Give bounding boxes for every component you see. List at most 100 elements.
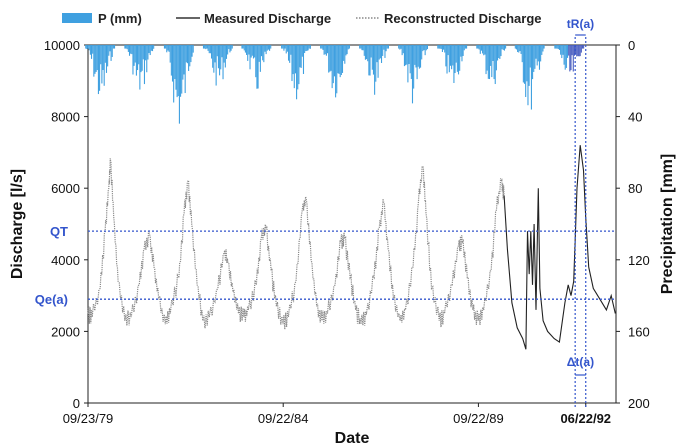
annotations: tR(a) Δt(a) [567, 17, 594, 407]
precipitation-bar [133, 45, 135, 66]
precipitation-bar [145, 45, 147, 61]
precipitation-bar [153, 45, 155, 49]
x-tick-label: 09/22/89 [453, 411, 504, 426]
precipitation-bar [556, 45, 558, 49]
left-y-ticks: 0 2000 4000 6000 8000 10000 [44, 38, 88, 411]
discharge-series [87, 145, 616, 350]
precipitation-bar [254, 45, 256, 58]
precipitation-bar [252, 45, 255, 59]
precipitation-bar [134, 45, 136, 63]
precipitation-bar [220, 45, 222, 70]
left-y-tick-label: 8000 [51, 110, 80, 125]
precipitation-bar [298, 45, 300, 85]
x-tick-label: 09/23/79 [63, 411, 114, 426]
precipitation-bar [292, 45, 294, 75]
precipitation-bar [464, 45, 466, 49]
precipitation-bar [185, 45, 187, 63]
precipitation-bar [490, 45, 492, 66]
reconstructed-discharge-line [87, 158, 505, 330]
precipitation-bar [105, 45, 108, 73]
right-y-tick-label: 80 [628, 181, 642, 196]
precipitation-bar [168, 45, 170, 52]
precipitation-bar [340, 45, 342, 76]
reference-line-label: QT [50, 224, 68, 239]
precipitation-bar [208, 45, 210, 54]
precipitation-bar [424, 45, 426, 56]
precipitation-bar [258, 45, 260, 62]
precipitation-bar [360, 45, 362, 49]
precipitation-bar [286, 45, 288, 52]
precipitation-bar [96, 45, 98, 71]
precipitation-bar [378, 45, 380, 60]
precipitation-bar [204, 45, 206, 49]
precipitation-bar [421, 45, 423, 60]
precipitation-bar [177, 45, 179, 96]
precipitation-bar [186, 45, 189, 64]
precipitation-bar [411, 45, 414, 104]
precipitation-bar [384, 45, 386, 58]
precipitation-bar [521, 45, 523, 63]
precipitation-bar [192, 45, 194, 53]
precipitation-bar [125, 45, 127, 49]
precipitation-bar [416, 45, 418, 80]
precipitation-bar [576, 45, 578, 57]
precipitation-bar [242, 45, 244, 49]
precipitation-bar [207, 45, 209, 51]
precipitation-bar [486, 45, 488, 71]
precipitation-bar [581, 45, 584, 49]
precipitation-bar [557, 45, 559, 50]
precipitation-bar [327, 45, 329, 54]
precipitation-bar [517, 45, 519, 53]
left-y-tick-label: 10000 [44, 38, 80, 53]
precipitation-bar [335, 45, 337, 98]
precipitation-bar [379, 45, 381, 59]
precipitation-bar [167, 45, 169, 51]
precipitation-bar [405, 45, 407, 66]
precipitation-bar [306, 45, 308, 51]
precipitation-bar [256, 45, 258, 89]
precipitation-bar [484, 45, 486, 55]
right-y-tick-label: 200 [628, 396, 650, 411]
precipitation-bar [191, 45, 193, 57]
precipitation-bar [163, 45, 166, 49]
precipitation-bar [259, 45, 261, 72]
precipitation-bar [453, 45, 455, 84]
precipitation-bar [209, 45, 211, 54]
precipitation-bar [174, 45, 176, 80]
precipitation-bar [111, 45, 113, 57]
precipitation-bar [328, 45, 330, 73]
precipitation-bar [532, 45, 534, 80]
precipitation-bar [88, 45, 90, 51]
precipitation-bar [147, 45, 149, 60]
precipitation-bar [227, 45, 229, 55]
precipitation-bar [514, 45, 516, 49]
precipitation-bar [225, 45, 228, 59]
precipitation-bar [149, 45, 151, 56]
precipitation-bar [108, 45, 110, 56]
precipitation-bar [440, 45, 442, 49]
precipitation-bar [561, 45, 563, 59]
precipitation-bar [221, 45, 223, 58]
precipitation-bar [569, 45, 571, 72]
precipitation-bar [444, 45, 446, 53]
precipitation-bar [165, 45, 167, 49]
precipitation-bar [324, 45, 326, 55]
precipitation-bar [479, 45, 481, 54]
precipitation-bar [498, 45, 500, 58]
precipitation-bar [577, 45, 579, 57]
x-axis-label: Date [335, 430, 370, 447]
precipitation-bar [457, 45, 460, 75]
precipitation-bar [439, 45, 441, 49]
precipitation-bar [347, 45, 349, 50]
precipitation-bar [109, 45, 111, 52]
precipitation-bar [138, 45, 140, 65]
precipitation-bar [141, 45, 143, 71]
precipitation-bar [178, 45, 180, 124]
precipitation-bar [492, 45, 494, 61]
precipitation-bar [107, 45, 109, 67]
precipitation-bar [257, 45, 259, 89]
reference-lines: QT Qe(a) [35, 224, 616, 307]
precipitation-bar [297, 45, 299, 90]
precipitation-bar [572, 45, 574, 72]
precipitation-bar [407, 45, 409, 83]
